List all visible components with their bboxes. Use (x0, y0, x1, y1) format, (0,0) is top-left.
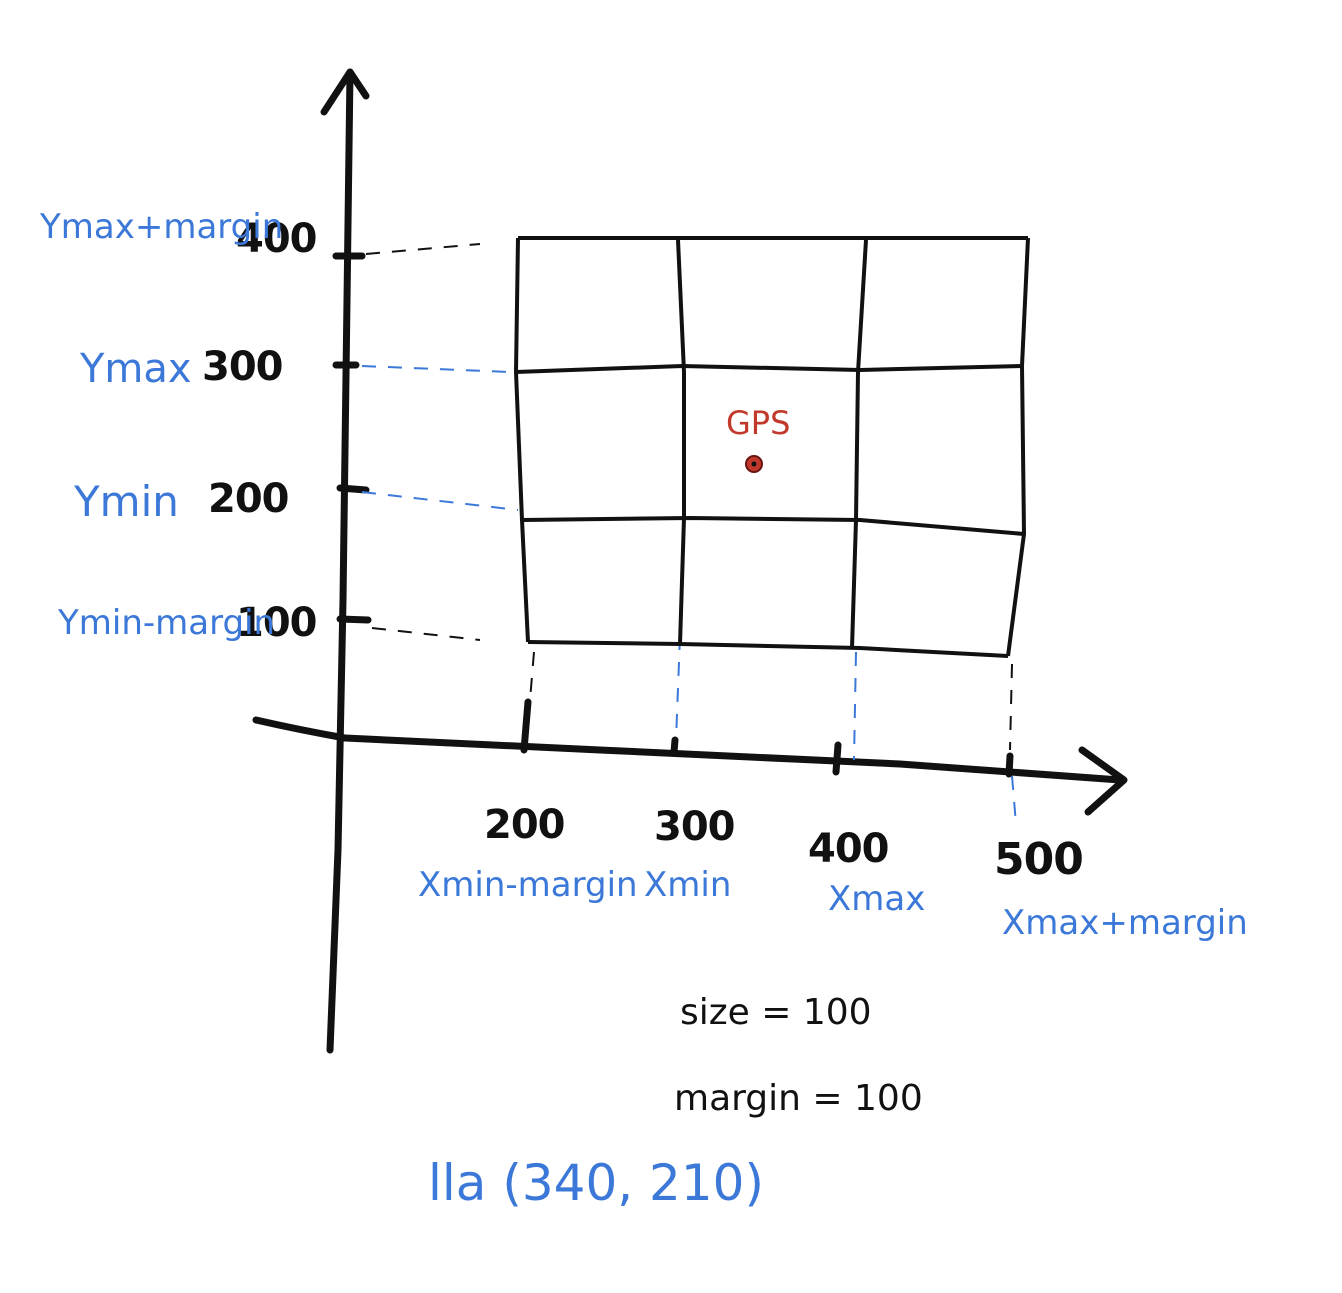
gps-label: GPS (726, 404, 790, 442)
note-margin: margin = 100 (674, 1078, 923, 1119)
guide-x-200 (529, 651, 535, 701)
x-tick-200 (520, 698, 532, 754)
x-tick-number-200: 200 (484, 802, 565, 848)
x-label-xmin: Xmin (644, 865, 731, 905)
y-tick-number-400: 400 (236, 216, 317, 262)
x-axis (252, 716, 1128, 816)
note-size: size = 100 (680, 992, 872, 1033)
x-axis-arrowhead (1078, 746, 1128, 816)
y-tick-number-300: 300 (202, 344, 283, 390)
grid-col-line-1 (676, 239, 686, 645)
x-tick-400 (832, 741, 842, 776)
y-tick-number-200: 200 (208, 476, 289, 522)
guide-x-500-low (1011, 775, 1017, 825)
guide-y-300 (361, 365, 511, 373)
lla-coordinate: lla (340, 210) (428, 1154, 764, 1212)
x-label-xmax-margin: Xmax+margin (1002, 903, 1248, 943)
grid-row-line-1 (515, 364, 1023, 374)
guides-black (365, 243, 1013, 751)
grid-bottom-edge (527, 640, 1009, 658)
y-label-ymax-margin: Ymax+margin (39, 207, 283, 247)
guide-y-400 (365, 243, 481, 255)
grid-right-edge (1006, 237, 1030, 657)
x-tick-number-300: 300 (654, 804, 735, 850)
guide-x-400 (853, 651, 857, 761)
y-tick-100 (336, 615, 372, 624)
grid-3x3 (514, 236, 1030, 658)
guide-x-500 (1009, 663, 1013, 751)
grid-col-line-2 (850, 239, 868, 649)
x-tick-number-500: 500 (994, 834, 1083, 885)
y-axis (320, 68, 370, 1054)
guide-x-300 (675, 635, 681, 741)
x-axis-line (252, 716, 1124, 784)
guide-y-200 (361, 491, 519, 511)
y-label-ymin: Ymin (73, 477, 179, 526)
x-tick-500 (1005, 752, 1014, 778)
guides-blue (361, 365, 1017, 825)
x-tick-300 (670, 736, 679, 756)
y-tick-200 (336, 484, 370, 494)
y-axis-line (326, 68, 354, 1054)
y-label-ymax: Ymax (79, 346, 192, 392)
x-ticks (520, 698, 1014, 778)
y-tick-number-100: 100 (236, 600, 317, 646)
guide-y-100 (371, 627, 481, 641)
y-ticks (332, 252, 372, 624)
gps-point-center (751, 461, 757, 467)
grid-row-line-2 (521, 516, 1025, 536)
y-axis-arrowhead (320, 68, 370, 116)
x-label-xmin-margin: Xmin-margin (418, 865, 638, 905)
x-label-xmax: Xmax (828, 879, 925, 919)
x-tick-number-400: 400 (808, 826, 889, 872)
y-label-ymin-margin: Ymin-margin (57, 603, 275, 643)
grid-left-edge (514, 237, 530, 643)
